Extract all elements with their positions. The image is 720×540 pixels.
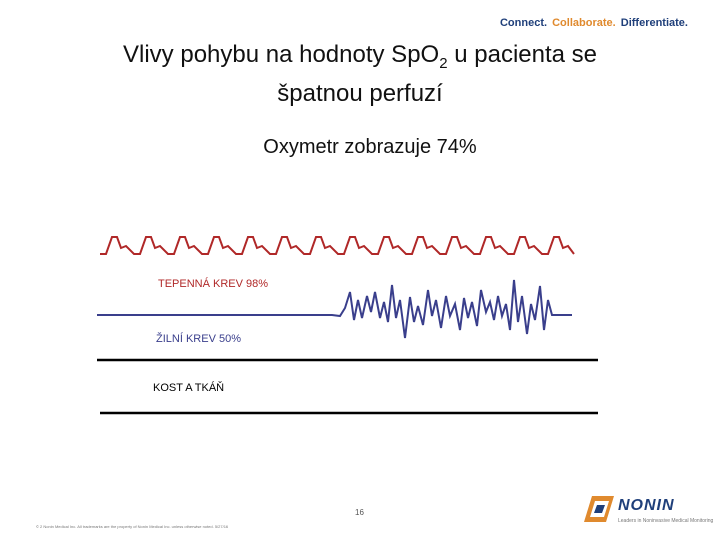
tagline-collaborate: Collaborate. bbox=[552, 17, 616, 29]
arterial-blood-label: TEPENNÁ KREV 98% bbox=[158, 278, 269, 290]
footer-copyright: © 2 Nonin Medical Inc. All trademarks ar… bbox=[36, 524, 229, 529]
logo-subtitle: Leaders in Noninvasive Medical Monitorin… bbox=[618, 518, 714, 524]
title-subscript: 2 bbox=[439, 54, 448, 72]
title-part-1: Vlivy pohybu na hodnoty Sp bbox=[123, 41, 421, 68]
title-o: O bbox=[420, 41, 440, 68]
oximeter-reading: Oxymetr zobrazuje 74% bbox=[263, 136, 477, 158]
page-number: 16 bbox=[355, 508, 364, 517]
title-line-2: špatnou perfuzí bbox=[277, 79, 443, 107]
page-title: Vlivy pohybu na hodnoty SpO2 u pacienta … bbox=[0, 40, 720, 109]
venous-blood-label: ŽILNÍ KREV 50% bbox=[156, 333, 241, 345]
tagline: Connect. Collaborate. Differentiate. bbox=[498, 17, 688, 29]
venous-wave bbox=[97, 279, 572, 339]
nonin-logo-icon bbox=[584, 496, 614, 522]
title-part-2: u pacienta se bbox=[447, 41, 597, 68]
tagline-differentiate: Differentiate. bbox=[620, 17, 688, 29]
tagline-connect: Connect. bbox=[499, 17, 548, 29]
bone-tissue-label: KOST A TKÁŇ bbox=[153, 382, 225, 394]
nonin-logo: NONIN Leaders in Noninvasive Medical Mon… bbox=[582, 494, 713, 530]
arterial-pulse-wave bbox=[100, 236, 575, 255]
logo-name: NONIN bbox=[618, 497, 675, 514]
